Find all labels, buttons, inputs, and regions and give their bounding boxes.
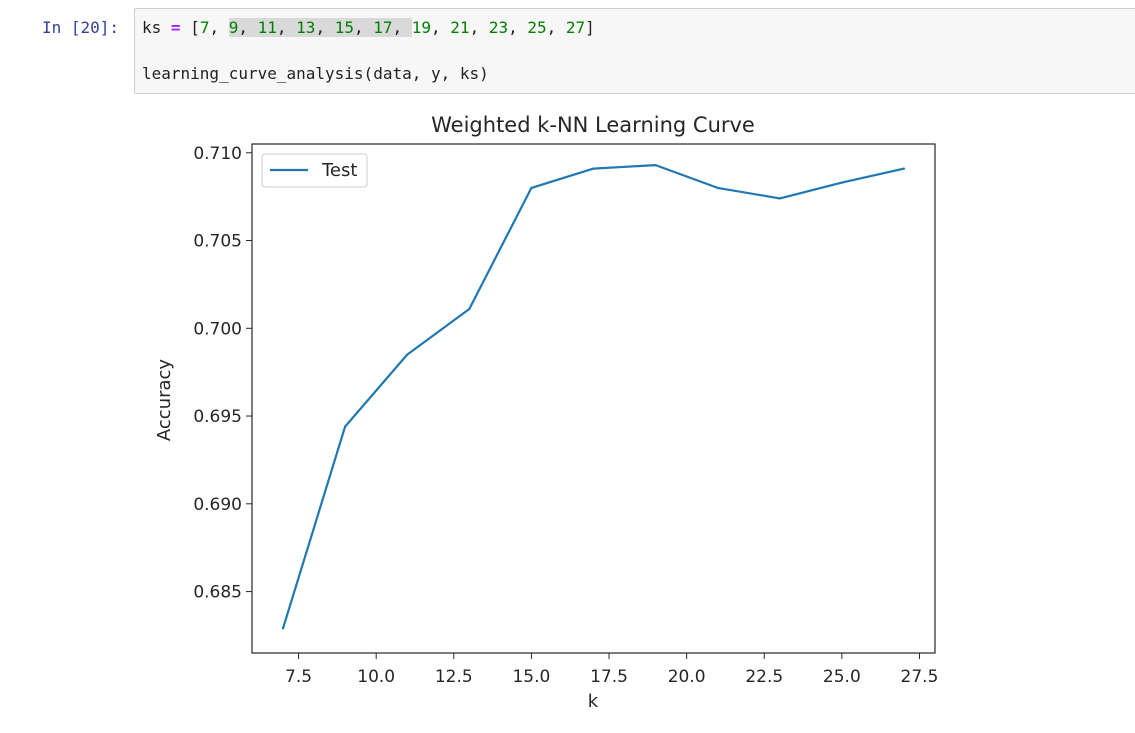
data-point (654, 163, 657, 167)
code-num: 25 (527, 18, 547, 37)
x-axis-label: k (588, 691, 599, 712)
x-tick-label: 27.5 (901, 667, 939, 687)
code-num: 13 (296, 18, 316, 37)
code-num: 11 (257, 18, 277, 37)
learning-curve-chart: Weighted k-NN Learning Curve 7.5 10.0 12.5… (154, 113, 939, 712)
y-tick-label: 0.710 (193, 144, 242, 164)
legend-label-test: Test (321, 160, 357, 181)
code-num: 15 (334, 18, 354, 37)
data-point (840, 181, 843, 184)
x-tick-label: 25.0 (823, 667, 861, 687)
y-tick-label: 0.695 (193, 407, 242, 427)
code-num: 21 (450, 18, 470, 37)
data-point (406, 353, 409, 356)
code-operator: = (170, 18, 181, 37)
code-num: 7 (199, 18, 210, 37)
x-tick-label: 10.0 (357, 667, 395, 687)
x-tick-label: 12.5 (435, 667, 473, 687)
y-tick-label: 0.690 (193, 495, 242, 515)
code-num: 23 (488, 18, 509, 37)
cell-output: Weighted k-NN Learning Curve 7.5 10.0 12.5… (140, 102, 960, 722)
data-point (468, 307, 471, 311)
y-tick-label: 0.685 (193, 583, 242, 603)
code-num: 9 (228, 18, 239, 37)
data-point (716, 186, 719, 189)
data-point (281, 627, 285, 630)
data-point (592, 167, 595, 170)
data-point (778, 197, 781, 200)
code-line-1: ks = [7, 9, 11, 13, 15, 17, 19, 21, 23, … (142, 18, 595, 37)
plot-frame (251, 143, 936, 654)
x-tick-label: 17.5 (590, 667, 628, 687)
y-tick-label: 0.700 (193, 319, 242, 339)
data-point (530, 186, 533, 189)
x-tick-label: 15.0 (512, 667, 550, 687)
x-tick-label: 22.5 (745, 667, 783, 687)
code-var: ks (142, 18, 162, 37)
data-point (344, 425, 347, 428)
legend: Test (261, 153, 368, 188)
y-axis-label: Accuracy (154, 359, 175, 442)
x-tick-label: 20.0 (668, 667, 706, 687)
data-point (902, 167, 906, 170)
series-line-test (281, 163, 905, 629)
y-tick-label: 0.705 (193, 232, 242, 252)
code-cell-input[interactable]: ks = [7, 9, 11, 13, 15, 17, 19, 21, 23, … (134, 8, 1135, 94)
chart-title: Weighted k-NN Learning Curve (431, 113, 755, 137)
x-tick-label: 7.5 (285, 667, 312, 687)
cell-prompt: In [20]: (42, 18, 120, 37)
code-line-2: learning_curve_analysis(data, y, ks) (142, 64, 489, 83)
code-num: 19 (411, 18, 432, 37)
code-num: 27 (565, 18, 586, 37)
code-num: 17 (373, 18, 393, 37)
legend-box (261, 153, 368, 188)
